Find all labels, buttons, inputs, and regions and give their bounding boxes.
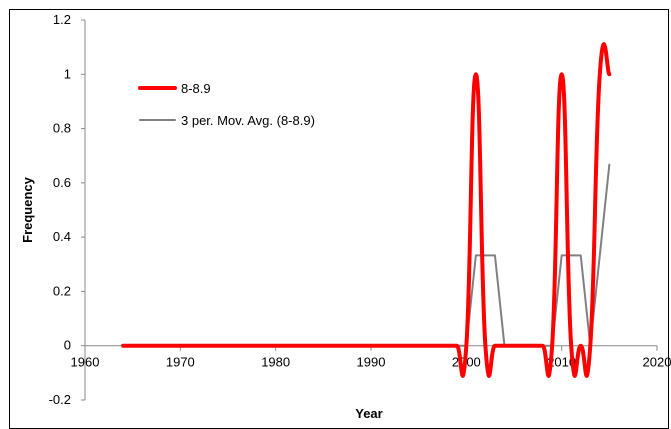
x-tick-label: 2010 bbox=[547, 355, 576, 370]
y-tick-label: 0.2 bbox=[53, 283, 71, 298]
y-tick-label: 1.2 bbox=[53, 12, 71, 27]
y-tick-label: 0 bbox=[64, 338, 71, 353]
y-tick-label: 0.8 bbox=[53, 121, 71, 136]
x-tick-label: 1980 bbox=[261, 355, 290, 370]
x-tick-label: 2020 bbox=[643, 355, 671, 370]
x-tick-label: 1990 bbox=[357, 355, 386, 370]
series-line-moving-average bbox=[141, 163, 611, 347]
x-tick-label: 1960 bbox=[71, 355, 100, 370]
y-tick-label: 0.4 bbox=[53, 229, 71, 244]
x-tick-label: 1970 bbox=[166, 355, 195, 370]
legend-label: 3 per. Mov. Avg. (8-8.9) bbox=[181, 113, 315, 128]
x-axis-title: Year bbox=[355, 406, 382, 421]
series-layer bbox=[121, 42, 612, 378]
y-axis-title: Frequency bbox=[20, 176, 35, 243]
y-tick-label: -0.2 bbox=[49, 392, 71, 407]
y-tick-label: 0.6 bbox=[53, 175, 71, 190]
legend-label: 8-8.9 bbox=[181, 81, 211, 96]
y-tick-label: 1 bbox=[64, 66, 71, 81]
series-line-8-8-9 bbox=[121, 42, 612, 378]
legend: 8-8.9 3 per. Mov. Avg. (8-8.9) bbox=[138, 81, 315, 128]
